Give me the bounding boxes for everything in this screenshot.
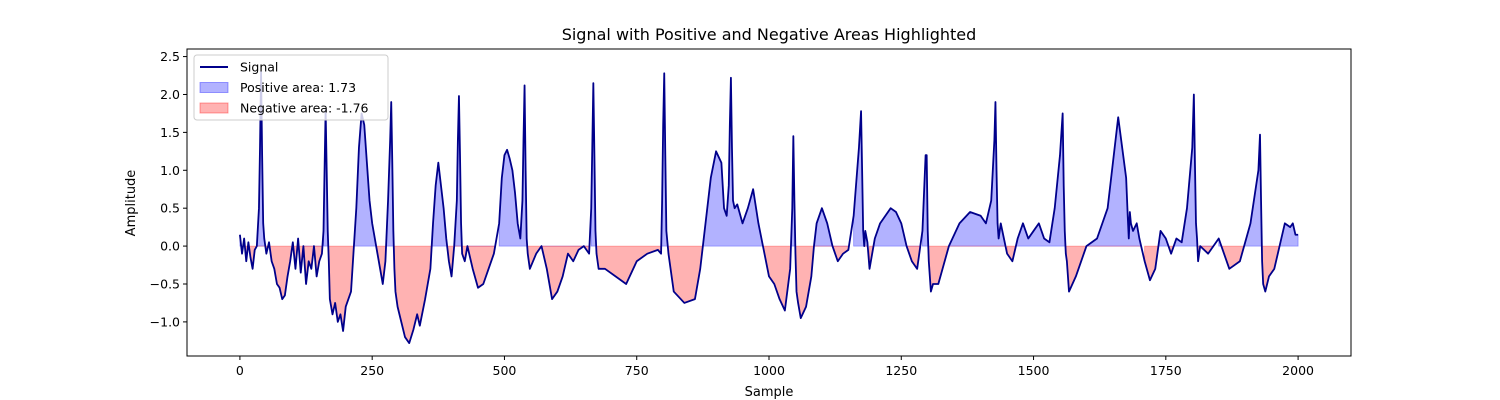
y-tick-label: −1.0 <box>150 314 180 329</box>
y-axis-label: Amplitude <box>124 170 139 237</box>
legend-box <box>193 54 389 121</box>
y-tick-label: 2.5 <box>160 49 180 64</box>
legend-label: Negative area: -1.76 <box>240 101 369 116</box>
y-tick-label: 1.0 <box>160 163 180 178</box>
y-tick-label: 0.0 <box>160 239 180 254</box>
x-tick-label: 1000 <box>753 363 785 378</box>
x-tick-label: 1500 <box>1018 363 1050 378</box>
x-axis-label: Sample <box>745 385 794 400</box>
legend-swatch-patch <box>199 102 229 114</box>
x-axis: 0 250 500 750 1000 1250 1500 1750 2000 <box>236 356 1314 378</box>
x-tick-label: 1750 <box>1150 363 1182 378</box>
x-tick-label: 500 <box>493 363 517 378</box>
x-tick-label: 0 <box>236 363 244 378</box>
x-tick-label: 750 <box>625 363 649 378</box>
y-axis: −1.0 −0.5 0.0 0.5 1.0 1.5 2.0 2.5 <box>150 49 187 329</box>
line-layer <box>239 70 1299 345</box>
chart-title: Signal with Positive and Negative Areas … <box>562 25 977 44</box>
y-tick-label: 1.5 <box>160 125 180 140</box>
x-tick-label: 2000 <box>1282 363 1314 378</box>
y-tick-label: −0.5 <box>150 276 180 291</box>
legend-label: Signal <box>240 60 278 75</box>
x-tick-label: 1250 <box>885 363 917 378</box>
legend-label: Positive area: 1.73 <box>240 80 356 95</box>
legend-swatch-patch <box>199 82 229 93</box>
signal-line <box>239 70 1299 345</box>
legend: Signal Positive area: 1.73 Negative area: … <box>193 54 389 121</box>
y-tick-label: 0.5 <box>160 201 180 216</box>
y-tick-label: 2.0 <box>160 87 180 102</box>
x-tick-label: 250 <box>360 363 384 378</box>
